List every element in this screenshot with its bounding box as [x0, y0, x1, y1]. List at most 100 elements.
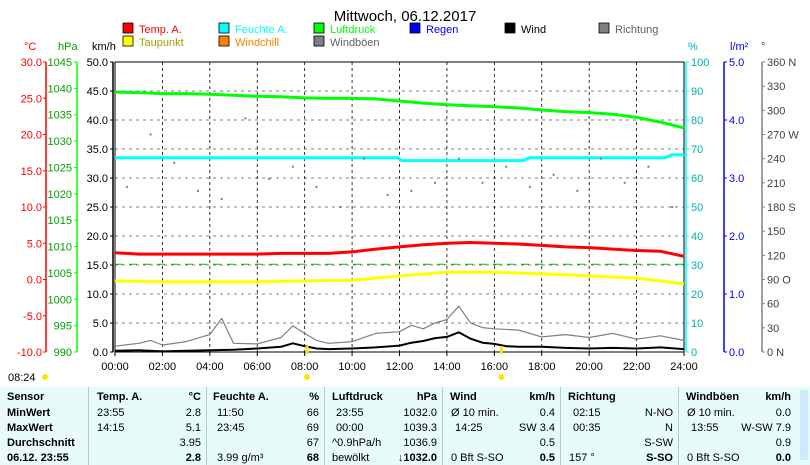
- x-tick-label: 24:00: [670, 361, 698, 373]
- stats-sensor-header: Sensor: [7, 391, 45, 403]
- direction-point: [291, 165, 294, 168]
- x-tick-label: 12:00: [386, 361, 414, 373]
- axis-tick-label-temp: 25.0: [21, 93, 42, 105]
- axis-tick-label-dir: 210: [767, 178, 785, 190]
- direction-point: [505, 165, 508, 168]
- chart-axes: 30.025.020.015.010.05.00.0-5.0-10.0°C104…: [17, 41, 799, 359]
- axis-tick-label-hum: 80: [691, 115, 703, 127]
- axis-tick-label-wind: 25.0: [87, 202, 108, 214]
- axis-tick-label-dir: 30: [767, 323, 779, 335]
- axis-tick-label-hum: 0: [691, 347, 697, 359]
- stats-temp-min-value: 2.8: [185, 407, 201, 419]
- stats-wind-min-value: 0.4: [539, 407, 555, 419]
- axis-tick-label-rain: 2.0: [729, 231, 744, 243]
- legend-swatch: [122, 22, 134, 34]
- chart-legend: Temp. A.Taupunkt Feuchte A.Windchill Luftd…: [122, 22, 658, 49]
- stats-dir-header: Richtung: [568, 391, 616, 403]
- axis-tick-label-wind: 50.0: [87, 57, 108, 69]
- x-tick-label: 16:00: [481, 361, 509, 373]
- axis-tick-label-dir: 180 S: [767, 202, 796, 214]
- legend-swatch: [409, 22, 421, 34]
- axis-tick-label-hum: 30: [691, 260, 703, 272]
- stats-dir-max-value: N: [665, 422, 673, 434]
- direction-point: [268, 177, 271, 180]
- direction-point: [125, 185, 128, 188]
- legend-label: Regen: [426, 24, 458, 36]
- axis-tick-label-dir: 300: [767, 105, 785, 117]
- stats-wind-header: Wind: [450, 391, 477, 403]
- stats-dir-degrees: 157 °: [569, 452, 595, 464]
- stats-press-max-value: 1039.3: [403, 422, 437, 434]
- stats-press-min-value: 1032.0: [403, 407, 437, 419]
- axis-tick-label-press: 1040: [48, 83, 72, 95]
- axis-unit-hum: %: [688, 41, 698, 53]
- stats-press-trend: ^0.9hPa/h: [332, 437, 382, 449]
- axis-tick-label-temp: 5.0: [27, 238, 42, 250]
- legend-label: Temp. A.: [139, 24, 182, 36]
- axis-tick-label-press: 1030: [48, 136, 72, 148]
- direction-point: [244, 117, 247, 120]
- stats-row-current: 06.12. 23:55: [7, 452, 69, 464]
- stats-wind-max-value: SW 3.4: [518, 422, 555, 434]
- legend-swatch: [598, 22, 610, 34]
- axis-tick-label-press: 1010: [48, 242, 72, 254]
- direction-point: [576, 189, 579, 192]
- stats-press-forecast: bewölkt: [332, 452, 370, 464]
- x-tick-label: 20:00: [575, 361, 603, 373]
- direction-point: [552, 173, 555, 176]
- axis-tick-label-hum: 90: [691, 86, 703, 98]
- axis-tick-label-press: 1025: [48, 162, 72, 174]
- stats-wind-min-label: Ø 10 min.: [451, 407, 499, 419]
- series-line-temp-a-: [114, 241, 685, 258]
- axis-tick-label-temp: -5.0: [23, 311, 42, 323]
- legend-label: Wind: [521, 24, 546, 36]
- axis-tick-label-wind: 0.0: [93, 347, 108, 359]
- stats-press-max-time: 00:00: [336, 422, 364, 434]
- stats-col-pressure: Luftdruck hPa 23:55 1032.0 00:00 1039.3 ^0.…: [324, 387, 443, 465]
- x-tick-label: 06:00: [243, 361, 271, 373]
- axis-tick-label-wind: 40.0: [87, 115, 108, 127]
- axis-tick-label-hum: 60: [691, 173, 703, 185]
- stats-temp-unit: °C: [188, 391, 201, 403]
- stats-hum-abs: 3.99 g/m³: [217, 452, 264, 464]
- direction-point: [600, 157, 603, 160]
- x-tick-label: 04:00: [196, 361, 224, 373]
- stats-temp-header: Temp. A.: [97, 391, 143, 403]
- direction-point: [481, 181, 484, 184]
- stats-press-min-time: 23:55: [336, 407, 364, 419]
- stats-temp-max-value: 5.1: [185, 422, 201, 434]
- stats-dir-current-value: S-SO: [646, 452, 673, 464]
- axis-tick-label-temp: 0.0: [27, 275, 42, 287]
- direction-point: [149, 133, 152, 136]
- stats-table: Sensor MinWert MaxWert Durchschnitt 06.1…: [0, 387, 810, 465]
- axis-unit-dir: °: [761, 41, 765, 53]
- legend-label: Windchill: [235, 37, 279, 49]
- sunrise-icon: [304, 374, 311, 380]
- stats-hum-current-value: 68: [306, 452, 319, 464]
- stats-gust-min-value: 0.0: [775, 407, 791, 419]
- stats-hum-min-time: 11:50: [217, 407, 244, 419]
- stats-gust-current-value: 0.0: [775, 452, 791, 464]
- axis-tick-label-press: 995: [54, 321, 72, 333]
- direction-point: [362, 157, 365, 160]
- stats-temp-min-time: 23:55: [97, 407, 125, 419]
- axis-tick-label-temp: 20.0: [21, 130, 42, 142]
- weather-chart: Mittwoch, 06.12.2017 Temp. A.Taupunkt Feu…: [17, 8, 799, 380]
- axis-tick-label-dir: 270 W: [767, 130, 799, 142]
- axis-tick-label-wind: 15.0: [87, 260, 108, 272]
- stats-hum-unit: %: [309, 391, 319, 403]
- x-tick-label: 10:00: [338, 361, 366, 373]
- x-tick-label: 14:00: [433, 361, 461, 373]
- axis-tick-label-dir: 360 N: [767, 57, 796, 69]
- x-tick-label: 22:00: [623, 361, 651, 373]
- chart-series: [114, 90, 685, 380]
- axis-tick-label-rain: 0.0: [729, 347, 744, 359]
- legend-swatch: [218, 22, 230, 34]
- axis-tick-label-dir: 120: [767, 250, 785, 262]
- direction-point: [196, 189, 199, 192]
- series-line-wind: [114, 331, 685, 353]
- stats-col-wind: Wind km/h Ø 10 min. 0.4 14:25 SW 3.4 0.5 0 …: [442, 387, 561, 465]
- axis-tick-label-dir: 90 O: [767, 275, 791, 287]
- axis-tick-label-press: 1000: [48, 294, 72, 306]
- stats-wind-bft: 0 Bft S-SO: [451, 452, 504, 464]
